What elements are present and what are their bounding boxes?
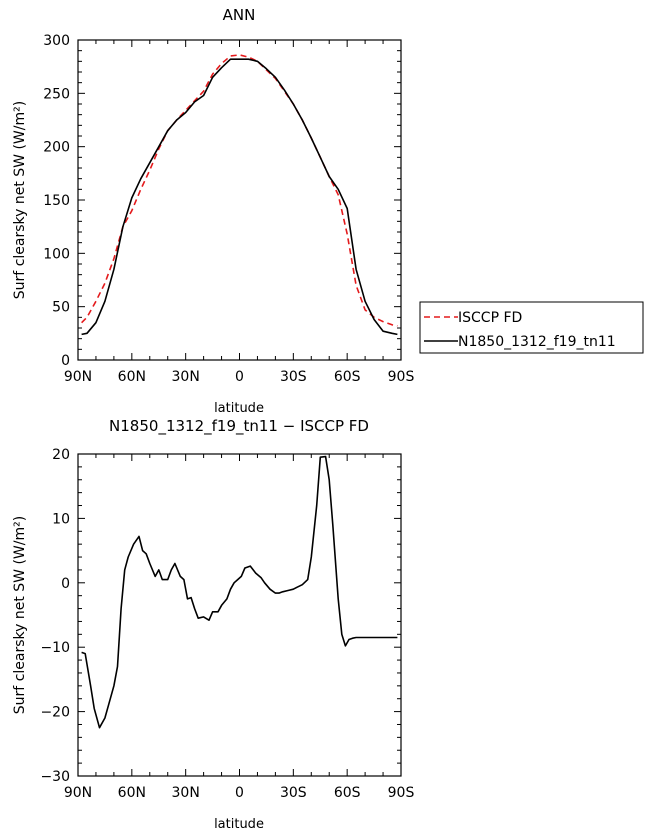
top-ytick-label: 300: [43, 33, 70, 49]
bottom-xtick-label: 0: [235, 785, 244, 801]
top-xtick-label: 90N: [64, 369, 92, 385]
top-plot-frame: [77, 39, 402, 361]
bottom-plot-frame: [77, 453, 402, 777]
bottom-xtick-label: 30N: [172, 785, 200, 801]
bottom-ytick-label: 20: [52, 447, 70, 463]
bottom-xtick-label: 60N: [118, 785, 146, 801]
top-ytick-label: 100: [43, 246, 70, 262]
top-xtick-label: 60S: [334, 369, 361, 385]
top-xlabel: latitude: [214, 401, 264, 416]
top-ytick-label: 250: [43, 86, 70, 102]
bottom-xtick-label: 90N: [64, 785, 92, 801]
top-xtick-label: 90S: [388, 369, 415, 385]
top-ticks: 90N 60N 30N 0 30S 60S 90S 0 50 100 150 200 250 300: [43, 33, 414, 385]
bottom-xlabel: latitude: [214, 817, 264, 832]
top-series: [81, 54, 398, 336]
bottom-xtick-label: 60S: [334, 785, 361, 801]
legend-box: [419, 301, 644, 354]
bottom-ytick-label: 10: [52, 511, 70, 527]
bottom-ytick-label: 0: [61, 576, 70, 592]
bottom-ylabel: Surf clearsky net SW (W/m²): [12, 516, 28, 714]
legend-label-isccp: ISCCP FD: [458, 310, 522, 326]
top-xtick-label: 60N: [118, 369, 146, 385]
top-ytick-label: 50: [52, 300, 70, 316]
top-title: ANN: [223, 6, 256, 24]
top-series-line-1: [81, 54, 398, 327]
bottom-ticks: 90N 60N 30N 0 30S 60S 90S −30 −20 −10 0 10 20: [40, 447, 414, 801]
panel-bottom: N1850_1312_f19_tn11 − ISCCP FD 90N 60N 30N…: [12, 417, 414, 832]
legend-label-model: N1850_1312_f19_tn11: [458, 334, 616, 350]
top-xtick-label: 30S: [280, 369, 307, 385]
bottom-series: [81, 455, 398, 729]
panel-top: ANN 90N 60N 30N 0 30S 60S 90S 0 50 100 150 200 250 30…: [12, 6, 644, 416]
bottom-ytick-label: −30: [40, 769, 70, 785]
top-xtick-label: 30N: [172, 369, 200, 385]
top-ytick-label: 0: [61, 353, 70, 369]
bottom-ytick-label: −20: [40, 705, 70, 721]
top-ytick-label: 200: [43, 140, 70, 156]
top-xtick-label: 0: [235, 369, 244, 385]
bottom-title: N1850_1312_f19_tn11 − ISCCP FD: [109, 417, 369, 436]
top-series-line-2: [81, 58, 398, 336]
legend: ISCCP FD N1850_1312_f19_tn11: [419, 301, 644, 354]
bottom-series-line-1: [81, 455, 398, 729]
bottom-ytick-label: −10: [40, 640, 70, 656]
top-ytick-label: 150: [43, 193, 70, 209]
bottom-xtick-label: 30S: [280, 785, 307, 801]
bottom-xtick-label: 90S: [388, 785, 415, 801]
top-ylabel: Surf clearsky net SW (W/m²): [12, 101, 28, 299]
